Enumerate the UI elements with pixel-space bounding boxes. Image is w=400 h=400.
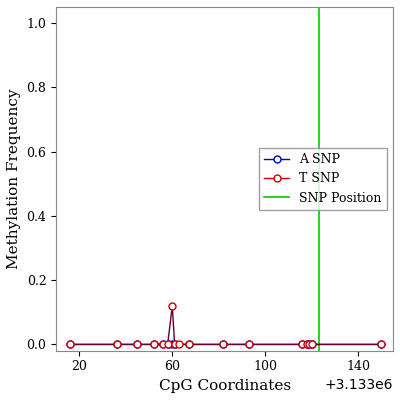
Y-axis label: Methylation Frequency: Methylation Frequency bbox=[7, 89, 21, 269]
X-axis label: CpG Coordinates: CpG Coordinates bbox=[158, 379, 291, 393]
Legend: A SNP, T SNP, SNP Position: A SNP, T SNP, SNP Position bbox=[260, 148, 387, 210]
